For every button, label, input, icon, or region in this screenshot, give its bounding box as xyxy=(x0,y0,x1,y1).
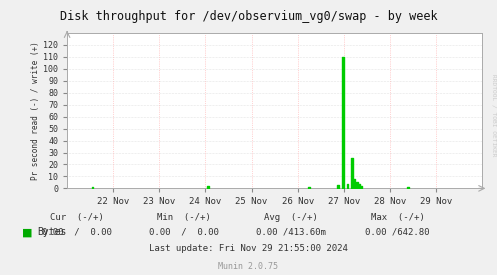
Text: 0.00  /  0.00: 0.00 / 0.00 xyxy=(42,228,112,237)
Text: Disk throughput for /dev/observium_vg0/swap - by week: Disk throughput for /dev/observium_vg0/s… xyxy=(60,10,437,23)
Text: Last update: Fri Nov 29 21:55:00 2024: Last update: Fri Nov 29 21:55:00 2024 xyxy=(149,244,348,253)
Text: Max  (-/+): Max (-/+) xyxy=(371,213,424,222)
Text: Min  (-/+): Min (-/+) xyxy=(157,213,211,222)
Text: Cur  (-/+): Cur (-/+) xyxy=(50,213,104,222)
Text: Munin 2.0.75: Munin 2.0.75 xyxy=(219,262,278,271)
Text: 0.00 /642.80: 0.00 /642.80 xyxy=(365,228,430,237)
Y-axis label: Pr second read (-) / write (+): Pr second read (-) / write (+) xyxy=(31,41,40,180)
Text: 0.00 /413.60m: 0.00 /413.60m xyxy=(256,228,326,237)
Text: Bytes: Bytes xyxy=(37,227,67,237)
Text: RRDTOOL / TOBI OETIKER: RRDTOOL / TOBI OETIKER xyxy=(491,74,496,157)
Text: ■: ■ xyxy=(22,227,33,237)
Text: Avg  (-/+): Avg (-/+) xyxy=(264,213,318,222)
Text: 0.00  /  0.00: 0.00 / 0.00 xyxy=(149,228,219,237)
